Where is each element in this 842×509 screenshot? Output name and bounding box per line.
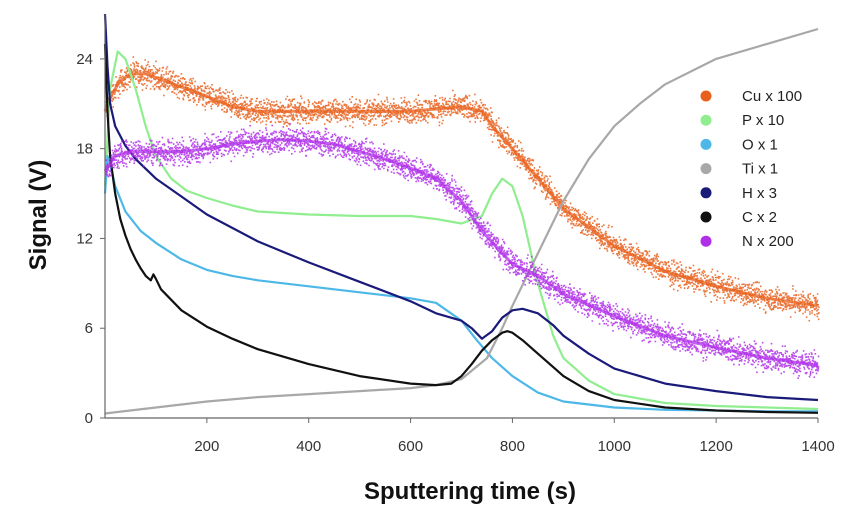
x-tick-label: 1000 [598, 438, 631, 455]
ticks-layer: 200 400 600 800 1000 1200 1400 0 6 12 18 24 [76, 51, 834, 455]
legend-label: Cu x 100 [742, 88, 802, 105]
y-axis-title: Signal (V) [25, 160, 52, 271]
series-n-x-200-scatter [105, 123, 820, 379]
series-cu-x-100-scatter [105, 56, 820, 322]
legend-item-p-x-10: P x 10 [700, 112, 784, 129]
legend-label: Ti x 1 [742, 161, 778, 178]
legend-marker [700, 90, 712, 102]
series-cu-x-100-line [103, 72, 819, 308]
series-o-x-1-line [103, 155, 818, 413]
x-axis-title: Sputtering time (s) [364, 478, 576, 505]
legend: Cu x 100 P x 10 O x 1 Ti x 1 H x 3 C x 2 N x 2… [700, 88, 802, 250]
legend-marker [700, 187, 712, 199]
legend-item-n-x-200: N x 200 [700, 233, 794, 250]
legend-marker [700, 138, 712, 150]
legend-item-cu-x-100: Cu x 100 [700, 88, 802, 105]
series-n-x-200-line [103, 138, 819, 368]
axes-layer [104, 14, 818, 419]
x-tick-label: 1400 [801, 438, 834, 455]
series-n-x-200 [103, 123, 820, 379]
y-tick-label: 12 [76, 230, 93, 247]
legend-item-h-x-3: H x 3 [700, 185, 777, 202]
x-tick-label: 1200 [699, 438, 732, 455]
y-tick-label: 0 [85, 410, 93, 427]
legend-label: H x 3 [742, 185, 777, 202]
legend-label: N x 200 [742, 233, 794, 250]
legend-label: C x 2 [742, 209, 777, 226]
series-ti-x-1-line [104, 27, 819, 415]
x-tick-label: 400 [296, 438, 321, 455]
legend-marker [700, 235, 712, 247]
legend-item-c-x-2: C x 2 [700, 209, 777, 226]
y-tick-label: 18 [76, 141, 93, 158]
legend-label: P x 10 [742, 112, 784, 129]
legend-item-ti-x-1: Ti x 1 [700, 161, 778, 178]
y-tick-label: 24 [76, 51, 93, 68]
legend-item-o-x-1: O x 1 [700, 136, 778, 153]
x-tick-label: 200 [194, 438, 219, 455]
series-c-x-2-line [103, 43, 819, 414]
x-tick-label: 800 [500, 438, 525, 455]
series-p-x-10-line [103, 50, 819, 411]
y-tick-label: 6 [85, 320, 93, 337]
legend-label: O x 1 [742, 136, 778, 153]
series-layer [103, 13, 820, 415]
legend-marker [700, 163, 712, 175]
legend-marker [700, 114, 712, 126]
series-cu-x-100 [103, 56, 820, 322]
x-tick-label: 600 [398, 438, 423, 455]
legend-marker [700, 211, 712, 223]
